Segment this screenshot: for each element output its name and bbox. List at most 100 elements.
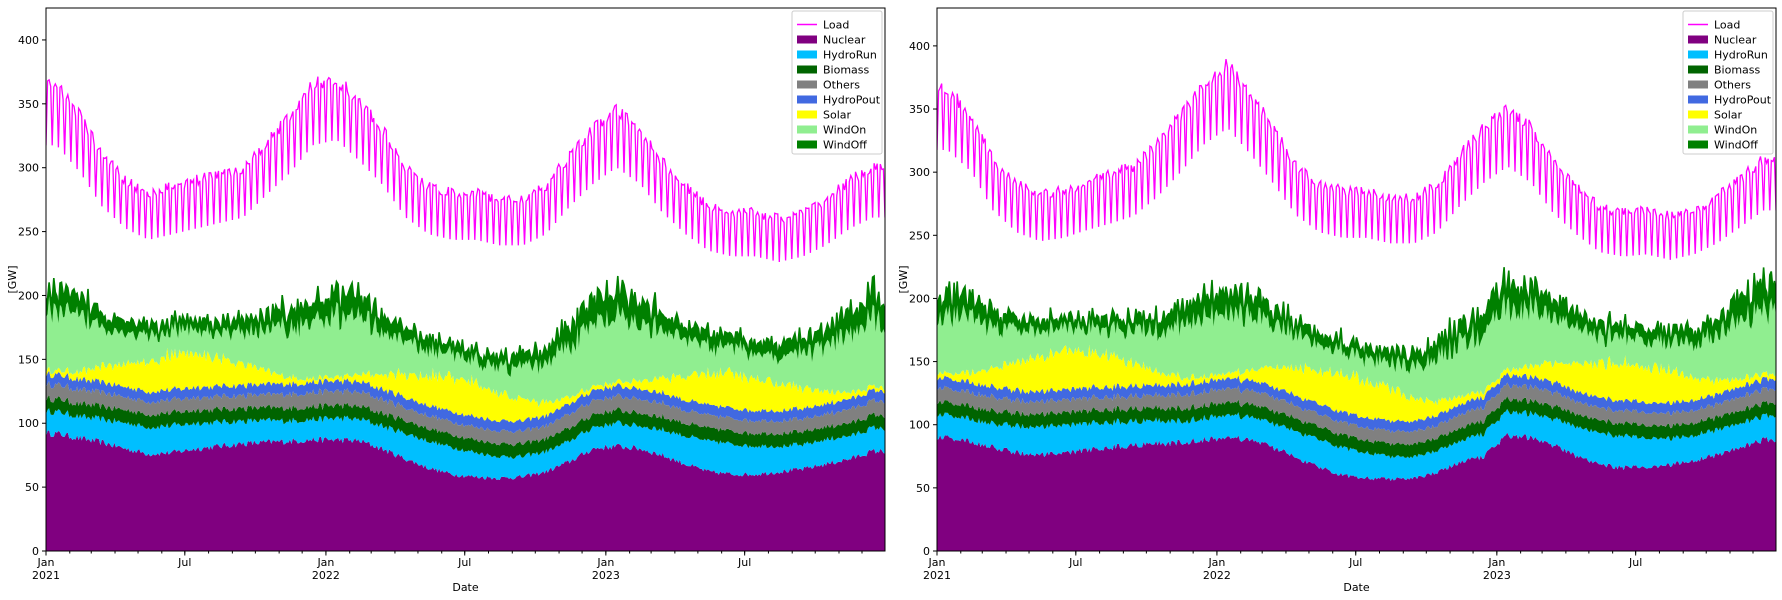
y-tick-label: 150 bbox=[909, 356, 930, 369]
legend-swatch bbox=[797, 125, 817, 134]
x-tick-label: Jan bbox=[1207, 556, 1225, 569]
y-tick-label: 200 bbox=[18, 289, 39, 302]
x-tick-label: Jan bbox=[1487, 556, 1505, 569]
legend-label: WindOn bbox=[823, 124, 866, 137]
area-windoff bbox=[46, 276, 885, 377]
legend-item-nuclear: Nuclear bbox=[1688, 34, 1757, 47]
area-others bbox=[46, 381, 885, 447]
x-tick-label: Jan bbox=[928, 556, 946, 569]
legend-label: Load bbox=[823, 19, 849, 32]
y-tick-label: 250 bbox=[909, 229, 930, 242]
load-line bbox=[46, 76, 885, 263]
y-axis-label: [GW] bbox=[897, 266, 910, 294]
legend-label: HydroRun bbox=[823, 49, 877, 62]
legend-label: HydroPout bbox=[823, 94, 881, 107]
legend-item-others: Others bbox=[797, 79, 860, 92]
area-solar bbox=[46, 347, 885, 423]
y-axis-label: [GW] bbox=[6, 266, 19, 294]
area-windon bbox=[46, 296, 885, 408]
legend-item-others: Others bbox=[1688, 79, 1751, 92]
legend-label: WindOff bbox=[823, 139, 867, 152]
area-windon bbox=[937, 292, 1776, 406]
area-hydropout bbox=[46, 370, 885, 434]
y-tick-label: 250 bbox=[18, 226, 39, 239]
legend-label: Load bbox=[1714, 19, 1740, 32]
y-tick-label: 400 bbox=[909, 40, 930, 53]
legend-label: Biomass bbox=[823, 64, 870, 77]
x-tick-label: Jul bbox=[1628, 556, 1642, 569]
y-tick-label: 200 bbox=[909, 292, 930, 305]
legend-swatch bbox=[797, 80, 817, 89]
legend-label: Others bbox=[1714, 79, 1751, 92]
x-tick-label: Jul bbox=[1068, 556, 1082, 569]
legend-item-biomass: Biomass bbox=[1688, 64, 1761, 77]
x-tick-label: Jan bbox=[596, 556, 614, 569]
legend-swatch bbox=[1688, 95, 1708, 104]
legend-label: Nuclear bbox=[823, 34, 866, 47]
legend-swatch bbox=[797, 95, 817, 104]
legend-item-solar: Solar bbox=[1688, 109, 1743, 122]
legend-swatch bbox=[1688, 125, 1708, 134]
plot-area bbox=[46, 76, 885, 551]
x-tick-label: Jan bbox=[37, 556, 55, 569]
legend-item-windon: WindOn bbox=[1688, 124, 1757, 137]
legend-item-nuclear: Nuclear bbox=[797, 34, 866, 47]
y-tick-label: 300 bbox=[909, 166, 930, 179]
legend-label: Solar bbox=[1714, 109, 1743, 122]
area-nuclear bbox=[937, 432, 1776, 551]
legend-item-load: Load bbox=[797, 19, 849, 32]
x-tick-label: Jan bbox=[316, 556, 334, 569]
x-tick-year: 2023 bbox=[1483, 569, 1511, 582]
legend-label: HydroPout bbox=[1714, 94, 1772, 107]
legend-swatch bbox=[1688, 80, 1708, 89]
area-hydrorun bbox=[937, 408, 1776, 481]
area-nuclear bbox=[46, 430, 885, 551]
x-tick-year: 2022 bbox=[312, 569, 340, 582]
legend-swatch bbox=[1688, 35, 1708, 44]
area-solar bbox=[937, 344, 1776, 424]
y-tick-label: 350 bbox=[909, 103, 930, 116]
y-tick-label: 350 bbox=[18, 98, 39, 111]
y-tick-label: 50 bbox=[25, 481, 39, 494]
x-tick-year: 2022 bbox=[1203, 569, 1231, 582]
area-others bbox=[937, 382, 1776, 446]
legend-swatch bbox=[797, 35, 817, 44]
legend-item-windoff: WindOff bbox=[797, 139, 867, 152]
x-axis-label: Date bbox=[452, 581, 479, 594]
legend: Load Nuclear HydroRun Biomass Others HydroPou… bbox=[791, 10, 883, 155]
y-tick-label: 50 bbox=[916, 482, 930, 495]
area-biomass bbox=[46, 395, 885, 459]
legend-label: Biomass bbox=[1714, 64, 1761, 77]
legend-swatch bbox=[1688, 50, 1708, 59]
legend-swatch bbox=[1688, 65, 1708, 74]
legend-swatch bbox=[1688, 140, 1708, 149]
legend-label: HydroRun bbox=[1714, 49, 1768, 62]
y-tick-label: 100 bbox=[18, 417, 39, 430]
x-tick-label: Jul bbox=[1348, 556, 1362, 569]
axes-frame bbox=[45, 7, 886, 552]
legend-item-windon: WindOn bbox=[797, 124, 866, 137]
legend-label: WindOn bbox=[1714, 124, 1757, 137]
y-tick-label: 300 bbox=[18, 162, 39, 175]
x-tick-label: Jul bbox=[457, 556, 471, 569]
y-tick-label: 0 bbox=[32, 545, 39, 558]
legend-item-hydrorun: HydroRun bbox=[797, 49, 877, 62]
area-hydrorun bbox=[46, 408, 885, 480]
x-tick-label: Jul bbox=[737, 556, 751, 569]
x-axis-label: Date bbox=[1343, 581, 1370, 594]
x-tick-year: 2021 bbox=[923, 569, 951, 582]
legend-item-hydropout: HydroPout bbox=[1688, 94, 1772, 107]
legend-label: Others bbox=[823, 79, 860, 92]
axes-frame bbox=[936, 7, 1777, 552]
windoff-edge bbox=[937, 267, 1776, 364]
plot-area bbox=[937, 58, 1776, 551]
legend-label: Solar bbox=[823, 109, 852, 122]
x-tick-year: 2023 bbox=[592, 569, 620, 582]
legend-item-biomass: Biomass bbox=[797, 64, 870, 77]
y-tick-label: 150 bbox=[18, 353, 39, 366]
x-tick-year: 2021 bbox=[32, 569, 60, 582]
legend-item-hydrorun: HydroRun bbox=[1688, 49, 1768, 62]
